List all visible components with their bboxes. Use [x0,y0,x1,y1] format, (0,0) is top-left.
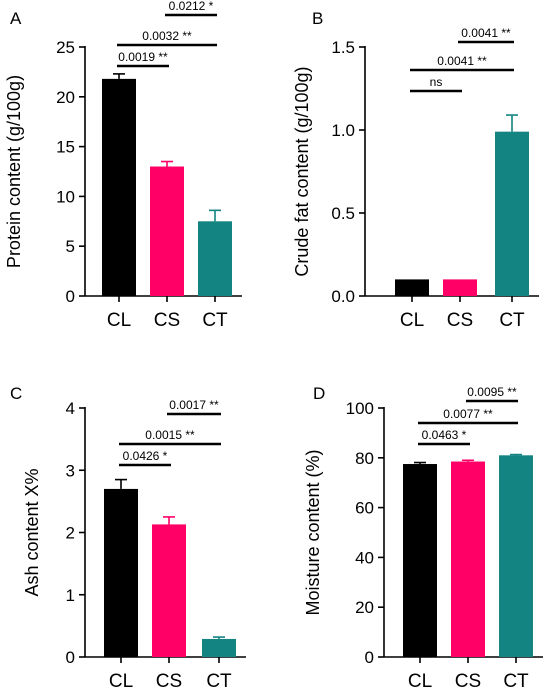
y-tick-label: 1 [66,586,75,605]
x-tick-label: CT [503,671,529,692]
y-tick-label: 25 [56,38,75,57]
y-tick-label: 15 [56,138,75,157]
y-tick-label: 60 [355,499,374,518]
bar-ct [495,131,529,296]
significance-label: 0.0463 * [422,428,467,442]
y-tick-label: 1.5 [331,38,355,57]
y-tick-label: 20 [56,88,75,107]
y-tick-label: 100 [346,399,374,418]
x-tick-label: CS [447,310,473,331]
bar-cl [104,488,138,657]
y-tick-label: 5 [66,237,75,256]
chart-panel-c: C 0 1 2 3 4 Ash content X% CL CS CT 0.0426 * 0.0015… [10,384,246,692]
x-tick-label: CL [107,310,131,331]
significance-label: 0.0077 ** [443,407,493,421]
y-tick-label: 0 [365,648,374,667]
y-tick-label: 0 [66,648,75,667]
significance-label: ns [430,75,443,89]
panel-label: A [10,9,22,28]
panel-label: C [10,384,22,403]
y-tick-label: 2 [66,524,75,543]
bar-cs [150,166,184,296]
panel-label: B [312,9,323,28]
y-axis-title: Ash content X% [22,468,42,596]
y-axis-title: Protein content (g/100g) [4,75,24,268]
y-tick-label: 10 [56,187,75,206]
y-axis-title: Moisture content (%) [303,449,323,615]
panel-label: D [313,384,325,403]
bar-cl [102,78,136,296]
bar-ct [499,455,533,657]
chart-panel-b: B 0.0 0.5 1.0 1.5 Crude fat content (g/100g) C… [292,9,539,331]
x-tick-label: CS [455,671,481,692]
x-tick-label: CT [202,310,228,331]
y-tick-label: 3 [66,461,75,480]
y-tick-label: 20 [355,598,374,617]
y-axis-title: Crude fat content (g/100g) [292,66,312,276]
bar-cs [451,461,485,657]
significance-label: 0.0041 ** [437,54,487,68]
y-tick-label: 0 [66,287,75,306]
chart-panel-a: A 0 5 10 15 20 25 Protein content (g/100g) CL CS C… [4,0,242,331]
significance-label: 0.0041 ** [461,26,511,40]
bar-cs [152,524,186,657]
y-tick-label: 1.0 [331,121,355,140]
y-tick-label: 4 [66,399,75,418]
significance-label: 0.0017 ** [169,398,219,412]
x-tick-label: CT [206,671,232,692]
x-tick-label: CT [499,310,525,331]
y-tick-label: 0.5 [331,204,355,223]
significance-label: 0.0032 ** [142,29,192,43]
x-tick-label: CL [109,671,133,692]
y-tick-label: 0.0 [331,287,355,306]
bar-ct [202,638,236,657]
x-tick-label: CS [154,310,180,331]
significance-label: 0.0019 ** [118,50,168,64]
significance-label: 0.0212 * [169,0,214,13]
bar-ct [198,221,232,296]
significance-label: 0.0426 * [123,449,168,463]
bar-cl [403,464,437,657]
y-tick-label: 40 [355,548,374,567]
chart-panel-d: D 0 20 40 60 80 100 Moisture content (%) CL CS CT 0… [303,384,543,692]
y-tick-label: 80 [355,449,374,468]
x-tick-label: CL [400,310,424,331]
significance-label: 0.0015 ** [145,428,195,442]
x-tick-label: CS [156,671,182,692]
significance-label: 0.0095 ** [467,385,517,399]
x-tick-label: CL [408,671,432,692]
bar-cs [443,279,477,296]
bar-cl [395,279,429,296]
